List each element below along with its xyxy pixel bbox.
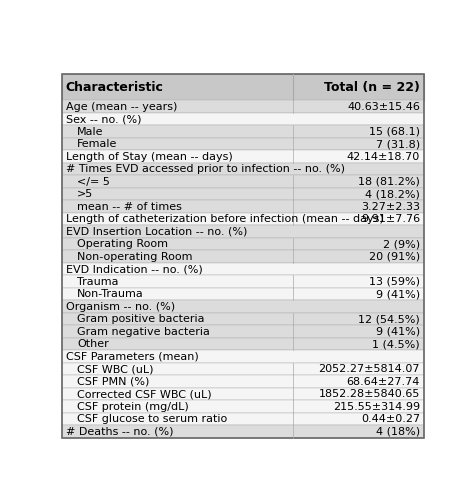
Text: 42.14±18.70: 42.14±18.70 [347, 152, 420, 162]
Text: 4 (18%): 4 (18%) [376, 426, 420, 437]
Text: 1852.28±5840.65: 1852.28±5840.65 [319, 389, 420, 399]
Text: Gram negative bacteria: Gram negative bacteria [77, 327, 210, 336]
Text: Length of catheterization before infection (mean -- days): Length of catheterization before infecti… [66, 214, 383, 224]
Text: Non-Trauma: Non-Trauma [77, 289, 144, 299]
FancyBboxPatch shape [62, 413, 424, 425]
Text: 9 (41%): 9 (41%) [376, 289, 420, 299]
Text: 4 (18.2%): 4 (18.2%) [365, 189, 420, 199]
FancyBboxPatch shape [62, 388, 424, 400]
Text: Characteristic: Characteristic [66, 81, 164, 94]
FancyBboxPatch shape [62, 125, 424, 138]
FancyBboxPatch shape [62, 288, 424, 300]
Text: Trauma: Trauma [77, 277, 118, 287]
Text: Corrected CSF WBC (uL): Corrected CSF WBC (uL) [77, 389, 211, 399]
FancyBboxPatch shape [62, 375, 424, 388]
Text: Gram positive bacteria: Gram positive bacteria [77, 314, 204, 324]
FancyBboxPatch shape [62, 263, 424, 275]
FancyBboxPatch shape [62, 363, 424, 375]
Text: CSF WBC (uL): CSF WBC (uL) [77, 364, 154, 374]
Text: CSF Parameters (mean): CSF Parameters (mean) [66, 352, 199, 362]
FancyBboxPatch shape [62, 275, 424, 288]
Text: >5: >5 [77, 189, 93, 199]
FancyBboxPatch shape [62, 400, 424, 413]
FancyBboxPatch shape [62, 213, 424, 225]
Text: Male: Male [77, 126, 103, 137]
Text: 3.27±2.33: 3.27±2.33 [361, 202, 420, 211]
Text: Length of Stay (mean -- days): Length of Stay (mean -- days) [66, 152, 233, 162]
FancyBboxPatch shape [62, 325, 424, 338]
FancyBboxPatch shape [62, 138, 424, 150]
Text: Other: Other [77, 339, 109, 349]
Text: 9 (41%): 9 (41%) [376, 327, 420, 336]
FancyBboxPatch shape [62, 250, 424, 263]
Text: 13 (59%): 13 (59%) [369, 277, 420, 287]
FancyBboxPatch shape [62, 175, 424, 188]
FancyBboxPatch shape [62, 238, 424, 250]
Text: Organism -- no. (%): Organism -- no. (%) [66, 301, 175, 312]
Text: EVD Indication -- no. (%): EVD Indication -- no. (%) [66, 264, 202, 274]
Text: 20 (91%): 20 (91%) [369, 251, 420, 261]
Text: 9.91±7.76: 9.91±7.76 [361, 214, 420, 224]
FancyBboxPatch shape [62, 150, 424, 163]
Text: CSF protein (mg/dL): CSF protein (mg/dL) [77, 402, 189, 412]
Text: # Deaths -- no. (%): # Deaths -- no. (%) [66, 426, 173, 437]
Text: 2 (9%): 2 (9%) [383, 239, 420, 249]
FancyBboxPatch shape [62, 425, 424, 438]
Text: 12 (54.5%): 12 (54.5%) [358, 314, 420, 324]
FancyBboxPatch shape [62, 338, 424, 350]
Text: CSF glucose to serum ratio: CSF glucose to serum ratio [77, 414, 227, 424]
Text: 215.55±314.99: 215.55±314.99 [333, 402, 420, 412]
FancyBboxPatch shape [62, 300, 424, 313]
Text: Total (n = 22): Total (n = 22) [324, 81, 420, 94]
Text: 0.44±0.27: 0.44±0.27 [361, 414, 420, 424]
Text: 7 (31.8): 7 (31.8) [376, 139, 420, 149]
Text: Operating Room: Operating Room [77, 239, 168, 249]
FancyBboxPatch shape [62, 163, 424, 175]
Text: mean -- # of times: mean -- # of times [77, 202, 182, 211]
Text: 15 (68.1): 15 (68.1) [369, 126, 420, 137]
FancyBboxPatch shape [62, 75, 424, 100]
FancyBboxPatch shape [62, 225, 424, 238]
FancyBboxPatch shape [62, 113, 424, 125]
Text: Age (mean -- years): Age (mean -- years) [66, 102, 177, 112]
FancyBboxPatch shape [62, 313, 424, 325]
Text: 2052.27±5814.07: 2052.27±5814.07 [319, 364, 420, 374]
FancyBboxPatch shape [62, 350, 424, 363]
Text: </= 5: </= 5 [77, 176, 110, 187]
FancyBboxPatch shape [62, 100, 424, 113]
Text: 40.63±15.46: 40.63±15.46 [347, 102, 420, 112]
FancyBboxPatch shape [62, 201, 424, 213]
Text: 1 (4.5%): 1 (4.5%) [373, 339, 420, 349]
Text: Female: Female [77, 139, 117, 149]
Text: CSF PMN (%): CSF PMN (%) [77, 376, 149, 386]
Text: 18 (81.2%): 18 (81.2%) [358, 176, 420, 187]
Text: EVD Insertion Location -- no. (%): EVD Insertion Location -- no. (%) [66, 227, 247, 237]
FancyBboxPatch shape [62, 188, 424, 201]
Text: Sex -- no. (%): Sex -- no. (%) [66, 114, 141, 124]
Text: Non-operating Room: Non-operating Room [77, 251, 192, 261]
Text: # Times EVD accessed prior to infection -- no. (%): # Times EVD accessed prior to infection … [66, 164, 345, 174]
Text: 68.64±27.74: 68.64±27.74 [346, 376, 420, 386]
